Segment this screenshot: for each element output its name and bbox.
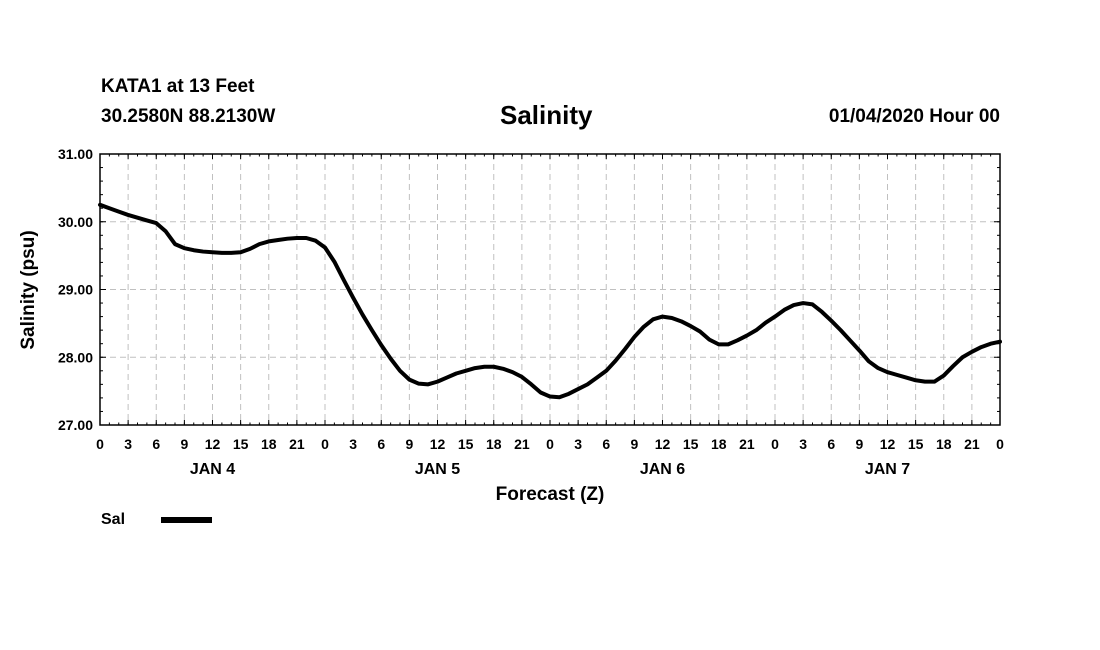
x-tick-label: 18 [261,436,277,452]
x-tick-label: 15 [683,436,699,452]
x-tick-label: 3 [574,436,582,452]
x-tick-label: 9 [405,436,413,452]
x-tick-label: 15 [908,436,924,452]
day-label: JAN 6 [640,461,685,478]
legend-label: Sal [101,511,125,528]
x-tick-label: 9 [855,436,863,452]
day-label: JAN 5 [415,461,460,478]
x-tick-label: 0 [771,436,779,452]
y-tick-labels: 27.00 28.00 29.00 30.00 31.00 [58,146,93,433]
x-tick-labels: 0 3 6 9 12 15 18 21 0 3 6 9 12 15 18 21 0 3 6 9 12 15 18 21 0 3 6 9… [96,436,1004,452]
salinity-series-line [98,202,1002,400]
forecast-datetime: 01/04/2020 Hour 00 [828,106,1000,127]
y-tick-label: 28.00 [58,349,93,365]
x-tick-label: 9 [630,436,638,452]
day-labels: JAN 4 JAN 5 JAN 6 JAN 7 [190,461,910,478]
x-tick-label: 3 [349,436,357,452]
x-tick-label: 12 [880,436,896,452]
y-axis-title: Salinity (psu) [18,230,39,349]
x-tick-label: 21 [289,436,305,452]
x-tick-label: 3 [124,436,132,452]
y-tick-label: 29.00 [58,282,93,298]
y-tick-label: 27.00 [58,417,93,433]
day-label: JAN 4 [190,461,235,478]
x-tick-label: 21 [739,436,755,452]
x-tick-label: 0 [321,436,329,452]
x-tick-label: 0 [546,436,554,452]
day-label: JAN 7 [865,461,910,478]
x-tick-label: 15 [458,436,474,452]
x-tick-label: 18 [936,436,952,452]
x-tick-label: 12 [430,436,446,452]
x-tick-label: 0 [96,436,104,452]
x-tick-label: 12 [205,436,221,452]
coordinates-label: 30.2580N 88.2130W [101,106,276,127]
x-tick-label: 6 [827,436,835,452]
y-tick-label: 31.00 [58,146,93,162]
chart-title: Salinity [500,100,593,130]
x-tick-label: 3 [799,436,807,452]
y-tick-label: 30.00 [58,214,93,230]
x-tick-label: 12 [655,436,671,452]
x-tick-label: 6 [377,436,385,452]
x-tick-label: 9 [180,436,188,452]
x-tick-label: 18 [711,436,727,452]
x-tick-label: 15 [233,436,249,452]
x-tick-label: 21 [964,436,980,452]
station-label: KATA1 at 13 Feet [101,76,255,97]
grid-lines [100,154,1000,425]
x-tick-label: 21 [514,436,530,452]
x-tick-label: 6 [152,436,160,452]
x-tick-label: 6 [602,436,610,452]
x-tick-label: 18 [486,436,502,452]
x-axis-title: Forecast (Z) [496,484,605,505]
x-tick-label: 0 [996,436,1004,452]
plot-frame [99,153,1001,426]
